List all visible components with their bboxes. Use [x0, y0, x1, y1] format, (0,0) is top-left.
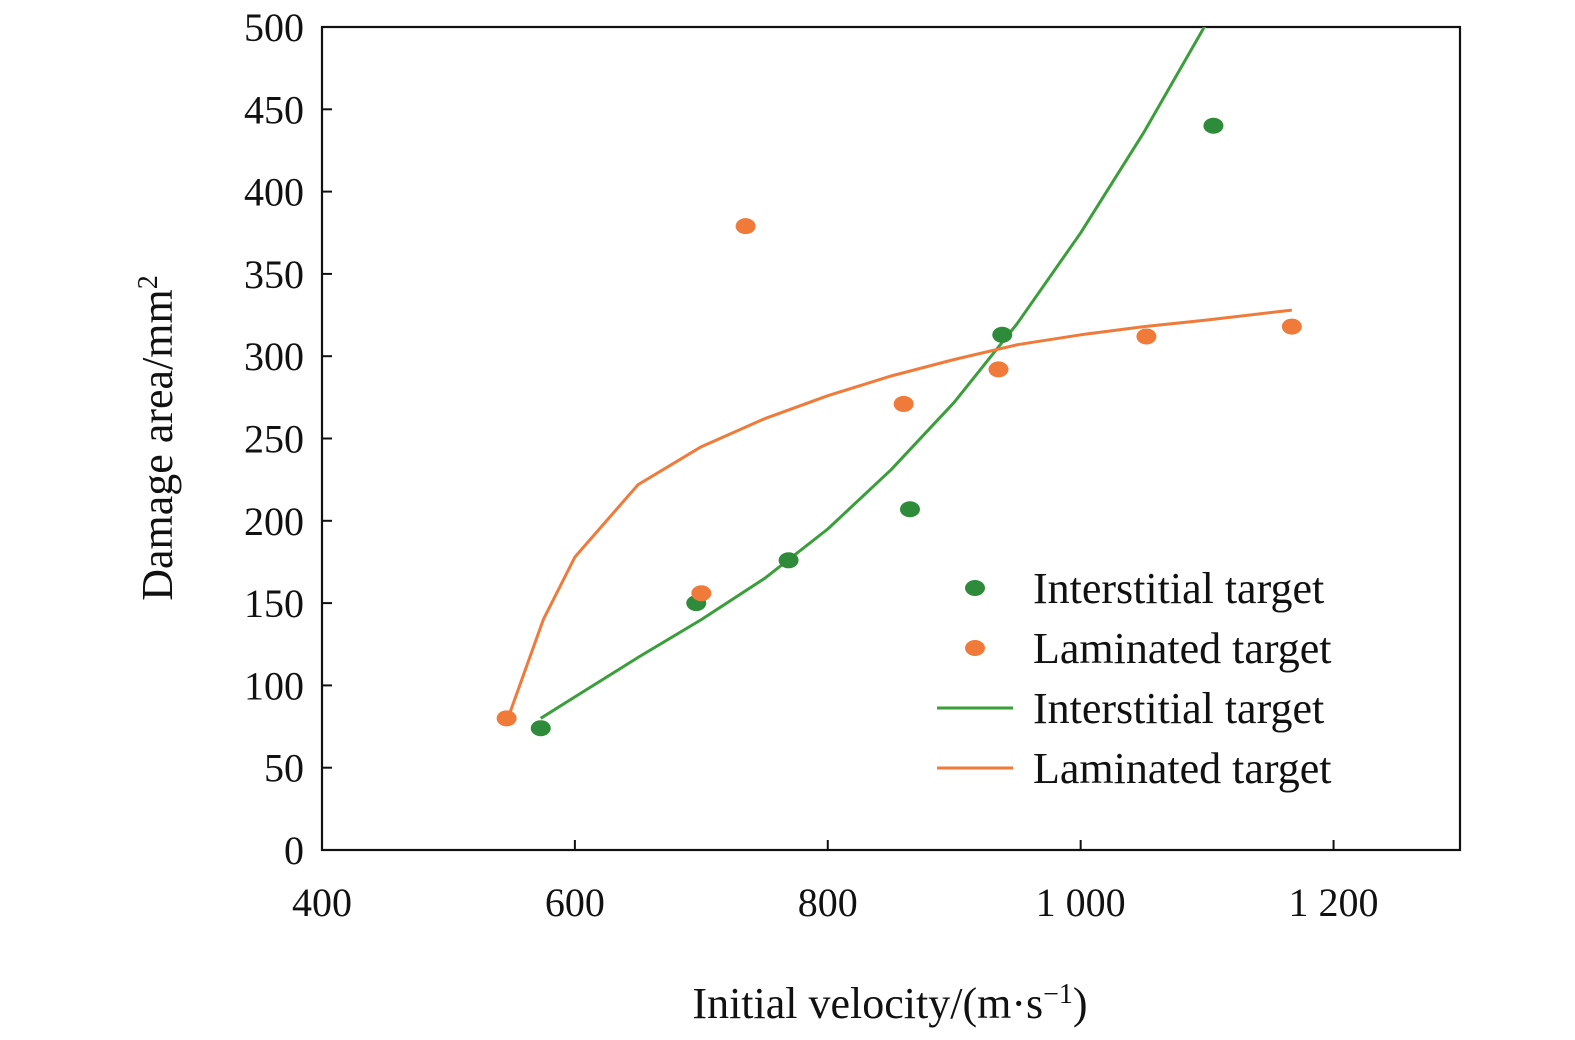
x-axis-title: Initial velocity/(m·s−1)	[692, 979, 1087, 1029]
x-tick-label: 800	[798, 880, 858, 925]
fit-curves	[507, 27, 1292, 720]
x-axis-title-superscript: −1	[1043, 979, 1073, 1010]
data-point-laminated-target	[1281, 318, 1302, 335]
legend-label: Laminated target	[1033, 744, 1332, 793]
y-tick-label: 100	[244, 663, 304, 708]
y-tick-label: 300	[244, 334, 304, 379]
legend-marker-laminated-target	[965, 640, 985, 656]
y-tick-label: 400	[244, 170, 304, 215]
fit-line-laminated-target	[507, 308, 1292, 716]
data-point-laminated-target	[1136, 328, 1157, 345]
y-axis-title-superscript: 2	[133, 275, 164, 289]
legend-marker-interstitial-target	[965, 580, 985, 596]
data-point-laminated-target	[496, 710, 517, 727]
legend-label: Interstitial target	[1033, 684, 1324, 733]
fit-line-interstitial-target	[539, 27, 1207, 720]
legend-label: Laminated target	[1033, 624, 1332, 673]
data-point-laminated-target	[735, 218, 756, 235]
x-tick-label: 1 000	[1036, 880, 1126, 925]
y-axis-title: Damage area/mm2	[133, 275, 183, 601]
y-tick-label: 350	[244, 252, 304, 297]
legend-label: Interstitial target	[1033, 564, 1324, 613]
data-point-interstitial-target	[530, 720, 551, 737]
y-tick-label: 50	[264, 746, 304, 791]
data-point-interstitial-target	[1203, 117, 1224, 134]
x-tick-label: 600	[545, 880, 605, 925]
data-point-laminated-target	[893, 395, 914, 412]
data-point-laminated-target	[691, 585, 712, 602]
y-tick-label: 250	[244, 417, 304, 462]
data-point-interstitial-target	[992, 326, 1013, 343]
y-tick-label: 500	[244, 5, 304, 50]
axis-ticks: 400 600 800 1 000 1 200 0 50 100 150 200 250 300 350…	[244, 5, 1379, 925]
data-point-laminated-target	[988, 361, 1009, 378]
legend: Interstitial target Laminated target Inter…	[937, 564, 1332, 793]
data-point-interstitial-target	[899, 501, 920, 518]
y-tick-label: 150	[244, 581, 304, 626]
y-tick-label: 200	[244, 499, 304, 544]
data-points	[496, 117, 1302, 737]
y-tick-label: 450	[244, 87, 304, 132]
data-point-interstitial-target	[778, 552, 799, 569]
y-tick-label: 0	[284, 828, 304, 873]
x-tick-label: 400	[292, 880, 352, 925]
x-tick-label: 1 200	[1289, 880, 1379, 925]
